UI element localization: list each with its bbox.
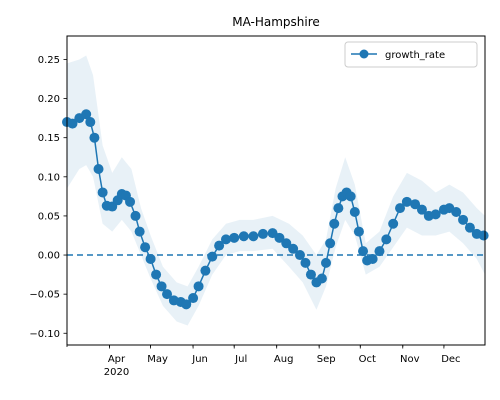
data-point — [220, 234, 231, 245]
data-point — [430, 209, 441, 220]
data-point — [451, 207, 462, 218]
data-point — [193, 281, 204, 292]
data-point — [81, 109, 92, 120]
data-point — [207, 251, 218, 262]
data-point — [325, 238, 336, 249]
legend: growth_rate — [344, 41, 478, 68]
data-point — [305, 269, 316, 280]
data-point — [89, 132, 100, 143]
data-point — [140, 242, 151, 253]
data-point — [162, 289, 173, 300]
data-point — [200, 265, 211, 276]
y-tick-label: 0.20 — [38, 94, 60, 105]
y-tick-label: −0.10 — [29, 329, 60, 340]
data-point — [294, 250, 305, 261]
data-point — [401, 196, 412, 207]
data-point — [229, 232, 240, 243]
data-point — [321, 257, 332, 268]
y-tick-label: 0.10 — [38, 172, 60, 183]
data-point — [145, 253, 156, 264]
data-point — [395, 203, 406, 214]
data-point — [416, 204, 427, 215]
data-point — [85, 117, 96, 128]
data-point — [93, 163, 104, 174]
data-point — [97, 187, 108, 198]
y-tick-label: 0.00 — [38, 251, 60, 262]
axes-frame — [66, 35, 486, 346]
data-point — [374, 246, 385, 257]
y-tick-label: 0.05 — [38, 211, 60, 222]
data-point — [248, 231, 259, 242]
data-point — [134, 226, 145, 237]
data-point — [478, 230, 489, 241]
data-point — [188, 293, 199, 304]
data-point — [214, 240, 225, 251]
data-point — [288, 243, 299, 254]
data-point — [410, 199, 421, 210]
y-tick-label: −0.05 — [29, 290, 60, 301]
data-point — [458, 214, 469, 225]
data-point — [367, 253, 378, 264]
x-tick-label: Nov — [400, 354, 420, 365]
legend-marker-swatch — [359, 49, 369, 59]
data-point — [333, 203, 344, 214]
data-point — [281, 238, 292, 249]
confidence-band — [67, 55, 485, 326]
data-point — [388, 218, 399, 229]
data-point — [381, 234, 392, 245]
x-tick-label: Aug — [274, 354, 294, 365]
data-point — [464, 222, 475, 233]
data-point — [274, 232, 285, 243]
data-point — [125, 196, 136, 207]
x-axis: Apr 2020 May Jun Jul Aug Sep Oct Nov Dec — [66, 345, 461, 378]
data-point — [238, 231, 249, 242]
data-point — [130, 210, 141, 221]
data-point — [156, 281, 167, 292]
x-tick-label: Dec — [441, 354, 460, 365]
x-tick-label: Apr — [108, 354, 126, 365]
y-tick-label: 0.25 — [38, 55, 60, 66]
data-point — [358, 246, 369, 257]
x-tick-label: Jul — [234, 354, 247, 365]
x-tick-label: May — [147, 354, 168, 365]
data-point — [67, 118, 78, 129]
chart-title: MA-Hampshire — [232, 15, 320, 29]
plot-area — [62, 55, 489, 326]
data-point — [329, 218, 340, 229]
legend-frame — [344, 41, 478, 68]
y-axis: −0.10 −0.05 0.00 0.05 0.10 0.15 0.20 0.25 — [29, 55, 67, 340]
data-point — [300, 257, 311, 268]
x-tick-year-label: 2020 — [104, 367, 129, 378]
data-point — [316, 273, 327, 284]
x-tick-label: Jun — [191, 354, 208, 365]
data-point — [181, 299, 192, 310]
data-point — [353, 226, 364, 237]
data-point — [257, 228, 268, 239]
data-point — [151, 269, 162, 280]
y-tick-label: 0.15 — [38, 133, 60, 144]
data-point — [345, 191, 356, 202]
x-tick-label: Oct — [359, 354, 376, 365]
legend-label-growth-rate: growth_rate — [385, 50, 445, 61]
data-point — [349, 207, 360, 218]
x-tick-label: Sep — [317, 354, 336, 365]
